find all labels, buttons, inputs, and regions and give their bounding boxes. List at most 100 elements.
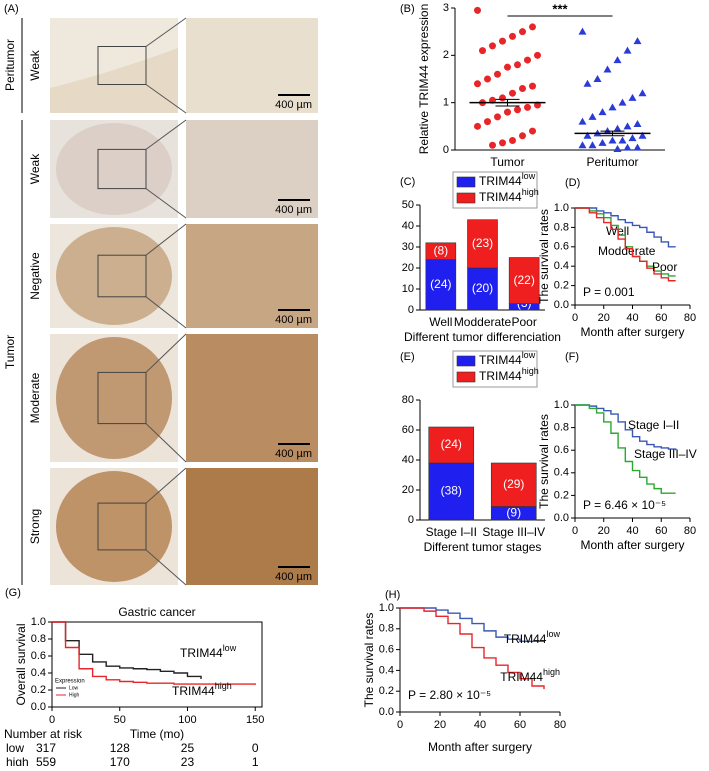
zoom-line xyxy=(145,423,187,463)
panel-label: (F) xyxy=(565,351,579,363)
group-label: Peritumor xyxy=(3,39,17,91)
risk-count: 128 xyxy=(110,741,130,755)
data-point xyxy=(474,122,481,130)
chart-title: Gastric cancer xyxy=(118,605,195,619)
y-tick-label: 1.0 xyxy=(554,202,569,214)
data-point xyxy=(583,79,592,87)
x-tick-label: 20 xyxy=(434,719,446,731)
survival-curve xyxy=(575,404,676,494)
panel-label: (E) xyxy=(400,351,415,363)
legend-label: TRIM44low xyxy=(479,350,536,367)
curve-label: Stage I–II xyxy=(628,418,679,432)
scale-bar-label: 400 µm xyxy=(275,204,312,216)
scale-bar-label: 400 µm xyxy=(275,571,312,583)
risk-count: 170 xyxy=(110,755,130,766)
x-tick-label: 40 xyxy=(626,525,638,537)
x-tick-label: Tumor xyxy=(490,155,524,169)
plot-frame xyxy=(51,621,263,708)
x-tick-label: 100 xyxy=(178,714,196,726)
row-label: Weak xyxy=(28,153,42,184)
zoom-image xyxy=(186,120,318,218)
survival-curve xyxy=(400,607,544,642)
x-tick-label: Stage III–IV xyxy=(482,525,545,539)
bar-value-label: (24) xyxy=(441,437,462,451)
x-tick-label: 0 xyxy=(572,312,578,324)
data-point xyxy=(618,98,627,106)
y-tick-label: 10 xyxy=(402,283,414,295)
y-tick-label: 0.0 xyxy=(554,512,569,524)
data-point xyxy=(524,56,531,64)
data-point xyxy=(474,80,481,88)
panel-label: (C) xyxy=(400,176,415,188)
y-tick-label: 0.4 xyxy=(554,260,569,272)
data-point xyxy=(484,75,491,83)
data-point xyxy=(524,103,531,111)
panel-label: (D) xyxy=(565,177,580,189)
y-tick-label: 2 xyxy=(443,49,449,61)
bar-segment xyxy=(467,267,498,311)
zoom-box xyxy=(97,46,147,85)
legend-swatch xyxy=(456,192,476,204)
y-tick-label: 0 xyxy=(443,144,449,156)
bar-segment xyxy=(467,219,498,269)
curve-label: Modderate xyxy=(598,244,656,258)
risk-title: Number at risk xyxy=(4,727,83,741)
curve-label: Poor xyxy=(652,260,677,274)
data-point xyxy=(613,145,622,153)
legend-swatch xyxy=(456,176,476,188)
y-axis-label: Relative TRIM44 expression xyxy=(417,4,431,155)
row-label: Moderate xyxy=(28,372,42,423)
data-point xyxy=(529,82,536,90)
x-tick-label: 0 xyxy=(397,719,403,731)
x-tick-label: 40 xyxy=(474,719,486,731)
risk-row-label: high xyxy=(6,755,29,766)
zoom-line xyxy=(145,17,187,47)
p-value: P = 0.001 xyxy=(583,285,635,299)
x-tick-label: 0 xyxy=(572,525,578,537)
y-tick-label: 1.0 xyxy=(379,602,394,614)
legend-label: TRIM44low xyxy=(479,171,536,188)
y-tick-label: 0.2 xyxy=(31,684,46,696)
p-value: P = 2.80 × 10⁻⁵ xyxy=(408,688,491,702)
x-tick-label: Poor xyxy=(511,315,536,329)
risk-count: 559 xyxy=(36,755,56,766)
x-tick-label: 80 xyxy=(684,312,696,324)
data-point xyxy=(588,141,597,149)
y-tick-label: 80 xyxy=(402,394,414,406)
survival-curve xyxy=(575,207,676,248)
zoom-line xyxy=(145,223,187,256)
data-point xyxy=(494,113,501,121)
zoom-line xyxy=(145,467,187,504)
bar-segment xyxy=(425,259,457,311)
data-point xyxy=(608,103,617,111)
y-tick-label: 0.2 xyxy=(554,280,569,292)
x-tick-label: 40 xyxy=(626,312,638,324)
x-tick-label: 150 xyxy=(246,714,264,726)
scale-bar-label: 400 µm xyxy=(275,99,312,111)
y-tick-label: 20 xyxy=(402,262,414,274)
risk-count: 317 xyxy=(36,741,56,755)
bar-segment xyxy=(428,462,475,521)
y-tick-label: 1.0 xyxy=(31,616,46,628)
curve-label: TRIM44low xyxy=(180,643,237,660)
curve-label: TRIM44high xyxy=(500,667,560,684)
survival-curve xyxy=(575,404,677,451)
panel-label: (B) xyxy=(400,3,415,15)
data-point xyxy=(519,132,526,140)
y-tick-label: 3 xyxy=(443,2,449,14)
data-point xyxy=(618,136,627,144)
x-tick-label: 60 xyxy=(655,525,667,537)
y-tick-label: 1.0 xyxy=(554,399,569,411)
bar-value-label: (23) xyxy=(472,236,493,250)
y-tick-label: 1 xyxy=(443,97,449,109)
data-point xyxy=(509,89,516,97)
y-tick-label: 0.0 xyxy=(31,701,46,713)
y-axis-label: The survival rates xyxy=(537,209,551,304)
x-axis-label: Different tumor stages xyxy=(424,540,542,554)
x-axis-label: Month after surgery xyxy=(580,325,684,339)
x-tick-label: 20 xyxy=(598,312,610,324)
y-tick-label: 0 xyxy=(408,304,414,316)
y-tick-label: 0.0 xyxy=(379,706,394,718)
data-point xyxy=(613,56,622,64)
data-point xyxy=(638,89,647,97)
